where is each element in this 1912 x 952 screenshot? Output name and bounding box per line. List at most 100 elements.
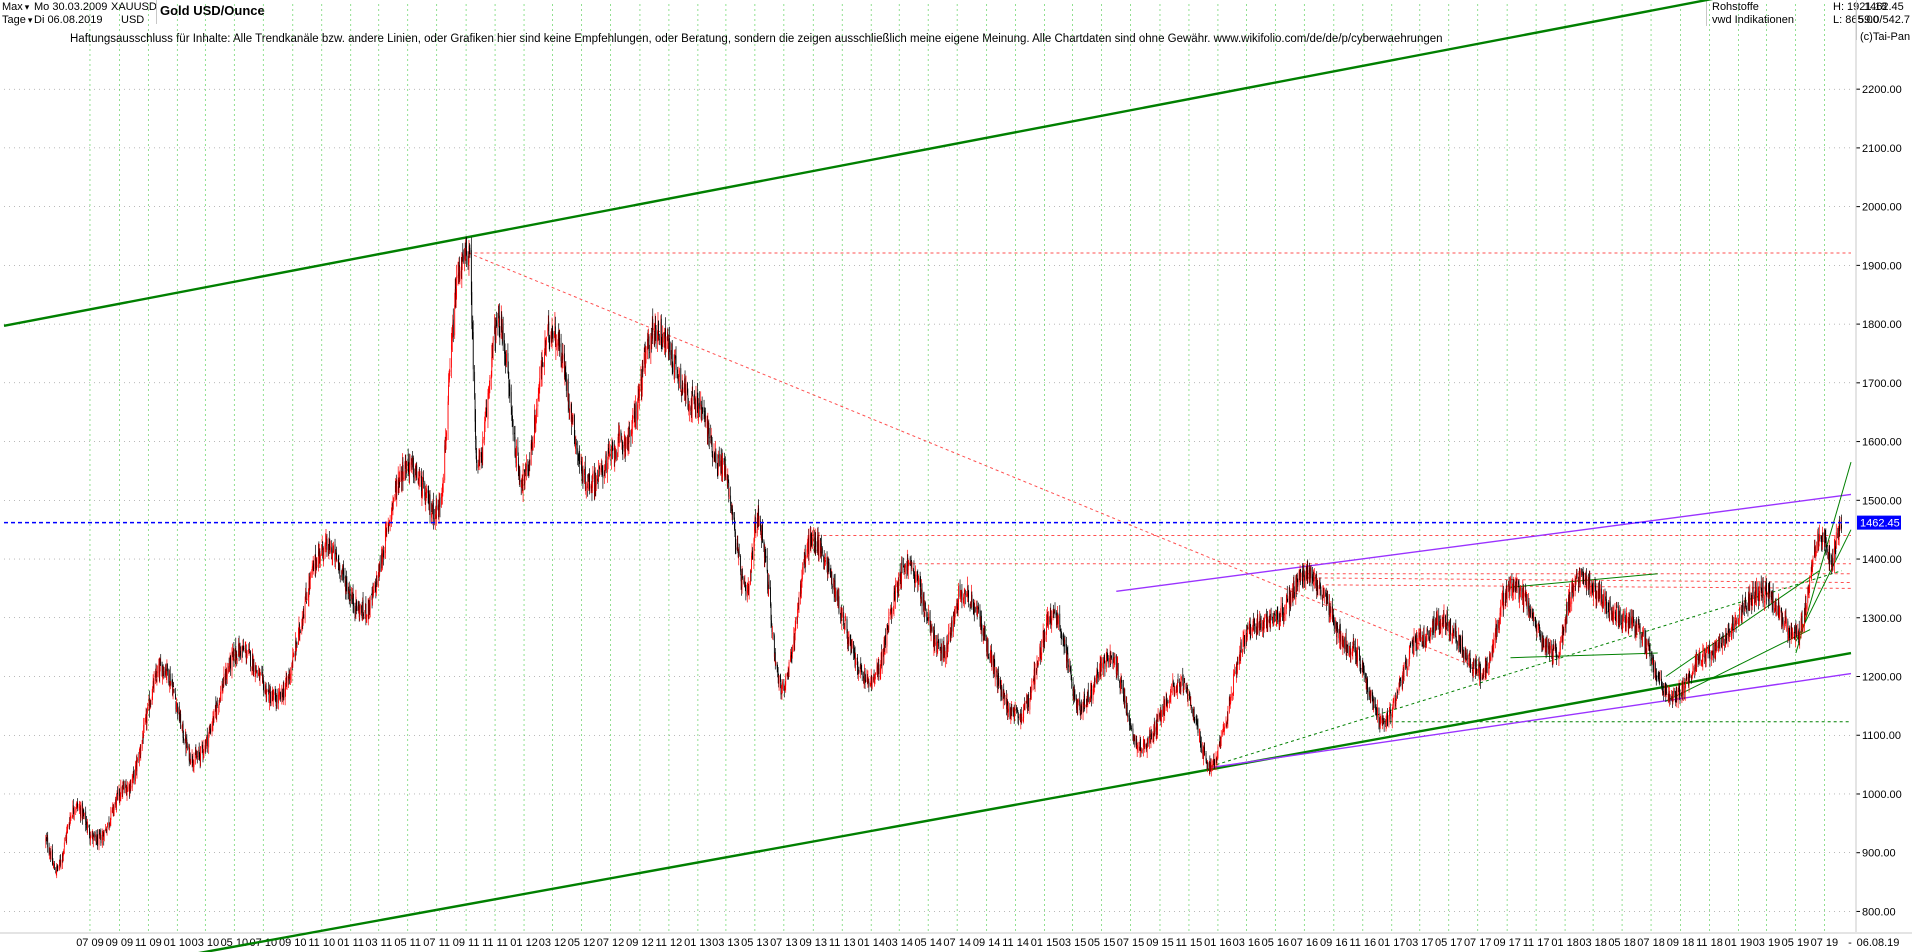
candle-body: [1021, 719, 1023, 721]
candle-body: [1244, 635, 1245, 647]
candle-body: [1617, 606, 1619, 624]
candle-body: [1276, 611, 1278, 615]
candle-body: [67, 826, 69, 829]
candle-body: [1556, 654, 1557, 657]
candle-body: [1400, 680, 1402, 684]
candle-body: [358, 604, 360, 606]
candle-body: [82, 811, 84, 817]
candle-body: [1147, 738, 1149, 745]
candle-body: [916, 575, 918, 576]
candle-body: [1033, 669, 1035, 683]
candle-body: [1050, 609, 1052, 624]
candle-body: [1524, 592, 1526, 597]
candle-body: [994, 660, 996, 677]
candle-body: [1402, 668, 1404, 671]
candle-body: [784, 686, 786, 689]
candle-body: [265, 686, 267, 698]
candle-body: [698, 402, 700, 416]
candle-body: [1478, 664, 1480, 673]
source-label: vwd Indikationen: [1712, 14, 1794, 26]
candle-body: [538, 391, 540, 395]
candle-body: [1325, 593, 1327, 597]
candle-body: [706, 421, 708, 437]
candle-body: [527, 468, 529, 471]
candle-body: [821, 547, 823, 552]
candle-body: [1476, 669, 1478, 675]
candle-body: [1463, 651, 1464, 657]
candle-body: [873, 674, 875, 682]
range-dropdown[interactable]: Max: [2, 1, 29, 14]
candle-body: [730, 505, 732, 510]
trendline-down-trend: [468, 252, 1471, 666]
candle-body: [455, 294, 457, 307]
candle-body: [1479, 664, 1481, 667]
candle-body: [1583, 574, 1585, 584]
candle-body: [479, 456, 480, 466]
trendline-triangle-bottom: [1510, 652, 1658, 659]
candle-body: [1578, 570, 1580, 573]
candle-body: [1124, 695, 1126, 703]
candle-body: [655, 328, 657, 342]
candle-body: [958, 586, 960, 603]
candle-body: [264, 689, 266, 694]
period-dropdown[interactable]: Tage: [2, 14, 32, 27]
candle-body: [1202, 749, 1204, 755]
candle-body: [700, 401, 702, 419]
candle-body: [998, 673, 999, 686]
candle-body: [1509, 592, 1510, 594]
candle-body: [741, 574, 743, 587]
candle-body: [889, 611, 891, 617]
candle-body: [146, 713, 148, 724]
candle-body: [1405, 660, 1406, 664]
candle-body: [1514, 586, 1516, 592]
candle-body: [784, 686, 786, 689]
candle-body: [808, 534, 810, 556]
candle-body: [308, 579, 310, 586]
candle-body: [1272, 617, 1274, 620]
candle-body: [109, 824, 111, 826]
candle-body: [1272, 616, 1273, 618]
candle-body: [764, 548, 766, 560]
candle-body: [765, 555, 767, 558]
candle-body: [1053, 613, 1054, 614]
candle-body: [439, 498, 440, 501]
candle-body: [1534, 617, 1536, 621]
candle-body: [1382, 719, 1384, 724]
x-tick-label: 11 12: [656, 937, 683, 949]
candle-body: [1603, 594, 1604, 606]
candle-body: [567, 378, 569, 403]
candle-body: [1320, 589, 1322, 597]
candle-body: [1066, 650, 1068, 654]
y-tick-label: 1800.00: [1862, 319, 1902, 331]
candle-body: [1054, 608, 1056, 615]
candle-body: [1189, 692, 1190, 694]
candle-body: [236, 654, 238, 660]
x-tick-label: 09 11: [453, 937, 480, 949]
candle-body: [604, 465, 606, 472]
candle-body: [1448, 621, 1450, 628]
x-tick-label: 09 16: [1320, 937, 1348, 949]
candle-body: [1568, 599, 1570, 607]
candle-body: [1163, 700, 1165, 711]
candle-body: [389, 520, 391, 521]
candle-body: [1486, 663, 1488, 666]
candle-body: [1624, 611, 1626, 620]
candle-body: [323, 554, 325, 559]
candle-body: [99, 834, 101, 836]
candle-body: [828, 561, 829, 563]
candle-body: [481, 454, 483, 460]
candle-body: [510, 391, 512, 407]
candle-body: [116, 792, 118, 797]
candle-body: [635, 405, 637, 424]
candle-body: [1339, 626, 1341, 634]
candle-body: [183, 737, 184, 741]
candle-body: [1009, 707, 1011, 716]
candle-body: [1574, 579, 1576, 591]
candle-body: [311, 572, 313, 574]
candle-body: [1408, 650, 1410, 665]
candle-body: [1428, 631, 1430, 640]
x-tick-label: 03 15: [1059, 937, 1087, 949]
candle-body: [1008, 708, 1009, 712]
candle-body: [351, 594, 353, 600]
candle-body: [847, 635, 848, 644]
